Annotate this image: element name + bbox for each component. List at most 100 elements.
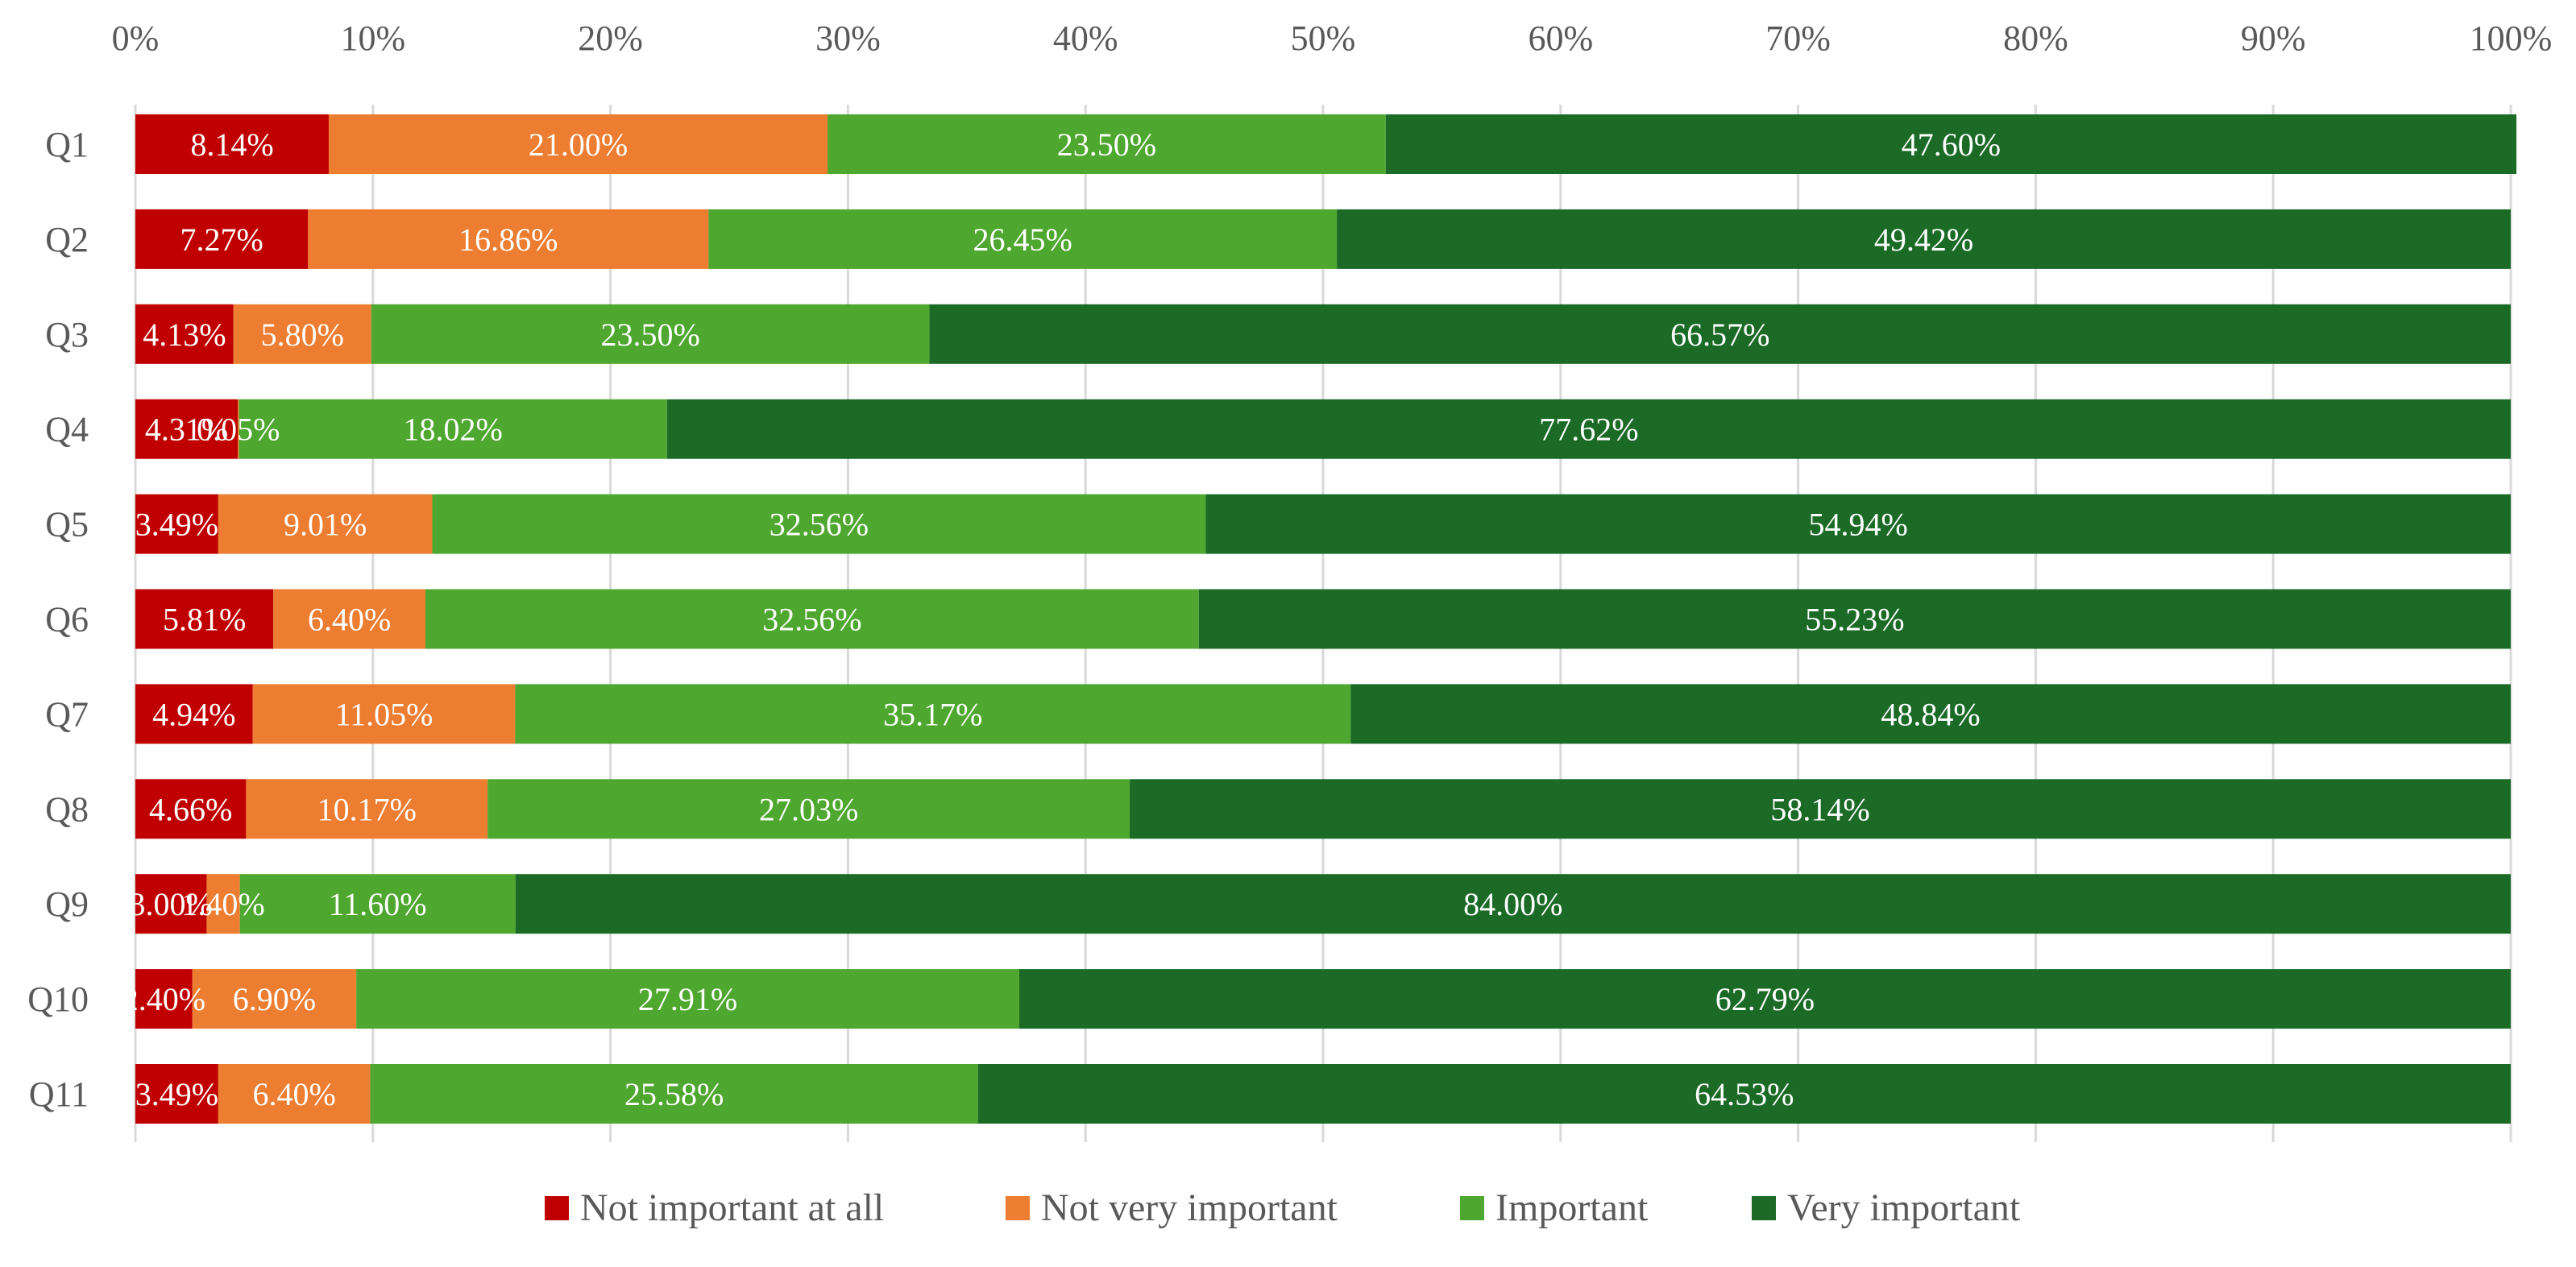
- bar-segment: [135, 779, 247, 839]
- category-label: Q7: [45, 694, 89, 734]
- data-label: 26.45%: [973, 222, 1072, 258]
- data-label: 6.40%: [308, 602, 391, 638]
- data-label: 32.56%: [769, 507, 869, 543]
- bar-segment: [1198, 589, 2511, 649]
- x-tick-label: 10%: [340, 19, 405, 58]
- bar-segment: [252, 684, 516, 744]
- bar-segment: [192, 969, 357, 1029]
- bar-segment: [1130, 779, 2511, 839]
- bar-segment: [1018, 969, 2511, 1029]
- legend-label: Important: [1495, 1186, 1649, 1229]
- category-label: Q8: [45, 789, 89, 829]
- data-label: 7.27%: [180, 222, 263, 258]
- legend-swatch: [1006, 1196, 1030, 1220]
- data-label: 32.56%: [762, 602, 861, 638]
- data-label: 4.13%: [143, 317, 226, 353]
- data-label: 10.17%: [317, 791, 417, 827]
- bar-segment: [135, 589, 274, 649]
- data-label: 6.40%: [253, 1076, 336, 1112]
- data-label: 1.40%: [181, 886, 264, 922]
- category-label: Q11: [29, 1074, 89, 1114]
- x-tick-label: 70%: [1765, 19, 1831, 58]
- data-label: 23.50%: [1057, 126, 1156, 163]
- bar-segment: [135, 874, 207, 934]
- bar-segment: [218, 494, 433, 554]
- legend-label: Not important at all: [580, 1186, 884, 1229]
- data-label: 4.66%: [149, 791, 232, 827]
- category-label: Q3: [45, 315, 89, 354]
- data-label: 49.42%: [1874, 222, 1973, 258]
- data-label: 8.14%: [190, 126, 273, 163]
- x-tick-label: 50%: [1291, 19, 1356, 58]
- category-label: Q4: [45, 410, 89, 449]
- data-label: 4.31%: [145, 412, 228, 448]
- legend-label: Very important: [1787, 1186, 2021, 1229]
- x-axis-ticks: 0% 10% 20% 30% 40% 50% 60% 70% 80% 90% 100%: [112, 19, 2553, 58]
- bar-segment: [238, 399, 239, 459]
- x-tick-label: 90%: [2241, 19, 2306, 58]
- data-label: 5.80%: [261, 317, 344, 353]
- bar-segment: [370, 1064, 978, 1124]
- data-label: 23.50%: [600, 317, 699, 353]
- data-label: 64.53%: [1695, 1076, 1794, 1112]
- data-label: 0.05%: [197, 412, 280, 448]
- x-tick-label: 20%: [578, 19, 643, 58]
- bar-segment: [1205, 494, 2511, 554]
- category-label: Q9: [45, 884, 89, 924]
- data-label: 6.90%: [233, 981, 316, 1017]
- data-label: 2.40%: [122, 981, 205, 1017]
- bar-segment: [135, 1064, 218, 1124]
- bar-segment: [246, 779, 488, 839]
- data-label: 55.23%: [1805, 602, 1904, 638]
- bar-segments: [135, 114, 2517, 1124]
- x-tick-label: 30%: [815, 19, 881, 58]
- data-label: 18.02%: [403, 412, 502, 448]
- data-label: 58.14%: [1770, 791, 1869, 827]
- bar-segment: [308, 209, 709, 269]
- data-label: 3.49%: [135, 507, 218, 543]
- data-label: 3.00%: [130, 886, 213, 922]
- data-label: 11.60%: [329, 886, 427, 922]
- category-label: Q10: [27, 979, 89, 1019]
- x-tick-label: 60%: [1528, 19, 1593, 58]
- x-tick-label: 80%: [2003, 19, 2068, 58]
- data-label: 48.84%: [1881, 696, 1980, 732]
- bar-segment: [708, 209, 1338, 269]
- bar-segment: [135, 114, 329, 174]
- bar-segment: [135, 399, 239, 459]
- bar-segment: [135, 494, 218, 554]
- bar-segment: [239, 874, 516, 934]
- bar-segment: [135, 969, 193, 1029]
- data-label: 27.03%: [759, 791, 858, 827]
- bar-segment: [1350, 684, 2511, 744]
- data-label: 47.60%: [1902, 126, 2001, 163]
- data-label: 25.58%: [624, 1076, 724, 1112]
- x-tick-label: 0%: [112, 19, 160, 58]
- x-tick-label: 40%: [1053, 19, 1118, 58]
- x-tick-label: 100%: [2470, 19, 2553, 58]
- bar-segment: [135, 304, 234, 364]
- category-label: Q2: [45, 220, 89, 259]
- bar-segment: [206, 874, 240, 934]
- bar-segment: [135, 209, 309, 269]
- legend-swatch: [1752, 1196, 1776, 1220]
- category-label: Q1: [45, 125, 89, 164]
- bar-segment: [666, 399, 2511, 459]
- bar-segment: [515, 874, 2512, 934]
- bar-segment: [273, 589, 425, 649]
- legend-label: Not very important: [1041, 1186, 1338, 1229]
- bar-segment: [135, 684, 253, 744]
- bar-segment: [432, 494, 1206, 554]
- bar-segment: [1385, 114, 2517, 174]
- data-label: 66.57%: [1670, 317, 1769, 353]
- category-label: Q6: [45, 600, 89, 640]
- data-label: 9.01%: [284, 507, 367, 543]
- legend-swatch: [1460, 1196, 1484, 1220]
- category-label: Q5: [45, 505, 89, 544]
- bar-segment: [356, 969, 1019, 1029]
- data-label: 27.91%: [638, 981, 737, 1017]
- data-label: 4.94%: [152, 696, 235, 732]
- bar-segment: [1337, 209, 2511, 269]
- data-label: 3.49%: [135, 1076, 218, 1112]
